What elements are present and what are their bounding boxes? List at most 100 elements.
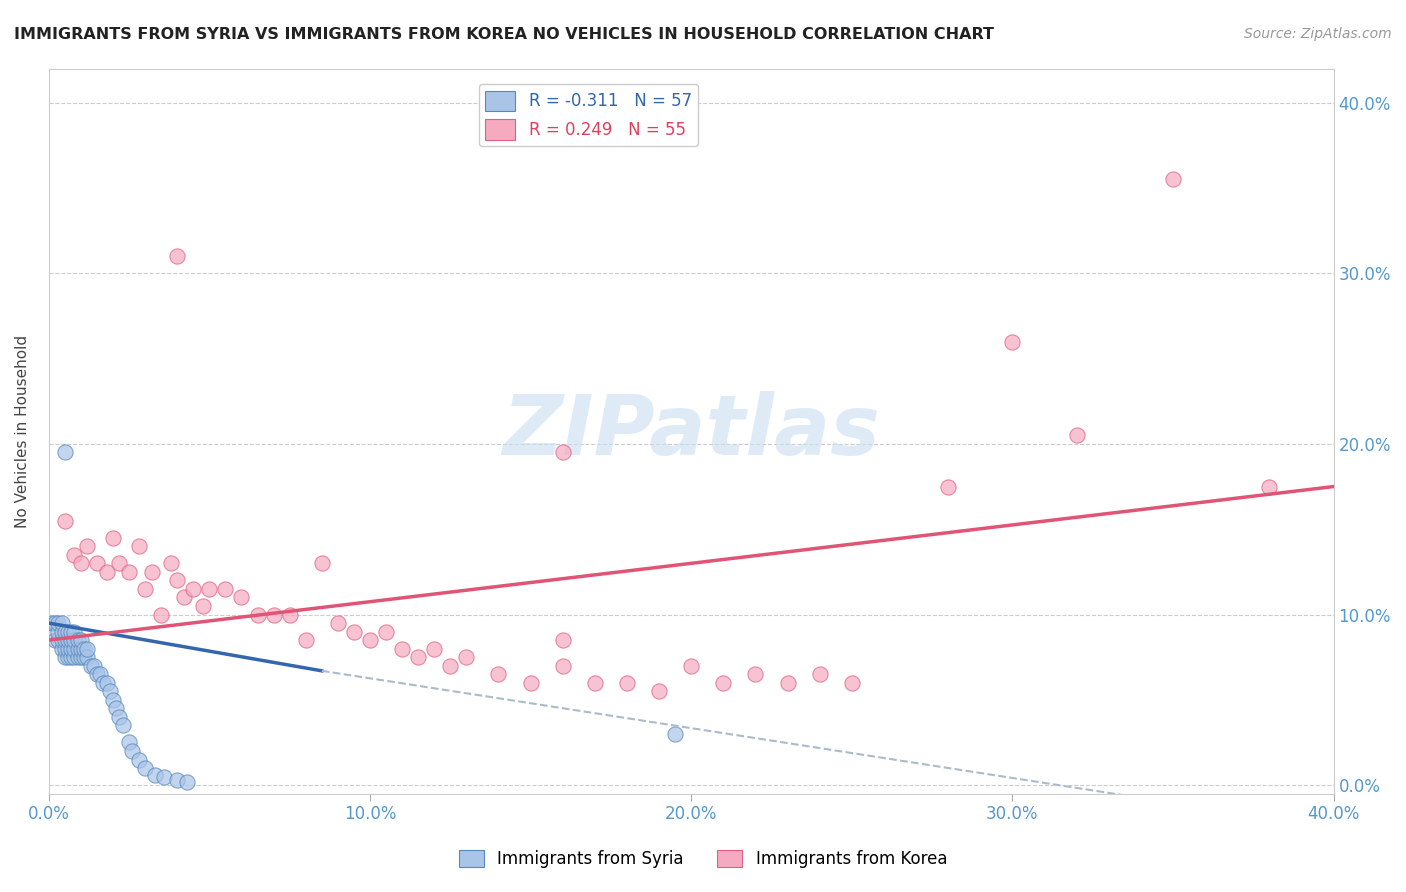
- Point: [423, 641, 446, 656]
- Point: [56, 624, 79, 639]
- Point: [60, 641, 83, 656]
- Point: [648, 684, 671, 698]
- Point: [263, 607, 285, 622]
- Point: [1161, 172, 1184, 186]
- Point: [711, 675, 734, 690]
- Point: [44, 615, 66, 630]
- Point: [73, 650, 96, 665]
- Point: [583, 675, 606, 690]
- Point: [60, 633, 83, 648]
- Point: [166, 574, 188, 588]
- Point: [173, 591, 195, 605]
- Point: [70, 650, 93, 665]
- Point: [488, 667, 510, 681]
- Point: [111, 718, 134, 732]
- Point: [841, 675, 863, 690]
- Point: [519, 675, 541, 690]
- Point: [181, 582, 204, 596]
- Point: [63, 633, 86, 648]
- Point: [70, 641, 93, 656]
- Point: [53, 445, 76, 459]
- Point: [63, 548, 86, 562]
- Point: [359, 633, 381, 648]
- Point: [53, 641, 76, 656]
- Legend: R = -0.311   N = 57, R = 0.249   N = 55: R = -0.311 N = 57, R = 0.249 N = 55: [478, 84, 699, 146]
- Point: [76, 539, 98, 553]
- Point: [73, 641, 96, 656]
- Point: [98, 684, 121, 698]
- Point: [56, 633, 79, 648]
- Point: [96, 675, 118, 690]
- Point: [121, 744, 143, 758]
- Point: [86, 557, 108, 571]
- Text: Source: ZipAtlas.com: Source: ZipAtlas.com: [1244, 27, 1392, 41]
- Point: [60, 650, 83, 665]
- Point: [66, 641, 89, 656]
- Point: [391, 641, 413, 656]
- Point: [44, 633, 66, 648]
- Point: [51, 633, 73, 648]
- Point: [744, 667, 766, 681]
- Point: [63, 641, 86, 656]
- Point: [246, 607, 269, 622]
- Text: IMMIGRANTS FROM SYRIA VS IMMIGRANTS FROM KOREA NO VEHICLES IN HOUSEHOLD CORRELAT: IMMIGRANTS FROM SYRIA VS IMMIGRANTS FROM…: [14, 27, 994, 42]
- Point: [343, 624, 366, 639]
- Point: [150, 607, 173, 622]
- Point: [86, 667, 108, 681]
- Point: [191, 599, 214, 613]
- Point: [128, 539, 150, 553]
- Point: [681, 658, 703, 673]
- Point: [311, 557, 333, 571]
- Point: [1258, 479, 1281, 493]
- Point: [326, 615, 349, 630]
- Point: [66, 633, 89, 648]
- Point: [48, 624, 70, 639]
- Point: [118, 735, 141, 749]
- Point: [134, 582, 156, 596]
- Point: [79, 658, 101, 673]
- Point: [551, 658, 574, 673]
- Point: [83, 658, 105, 673]
- Point: [51, 641, 73, 656]
- Point: [134, 761, 156, 775]
- Point: [176, 774, 198, 789]
- Point: [63, 650, 86, 665]
- Point: [101, 693, 124, 707]
- Point: [70, 633, 93, 648]
- Point: [1001, 334, 1024, 349]
- Point: [214, 582, 236, 596]
- Point: [70, 557, 93, 571]
- Point: [105, 701, 128, 715]
- Point: [51, 624, 73, 639]
- Point: [456, 650, 478, 665]
- Point: [294, 633, 316, 648]
- Point: [551, 445, 574, 459]
- Point: [166, 249, 188, 263]
- Point: [96, 565, 118, 579]
- Point: [153, 770, 176, 784]
- Point: [278, 607, 301, 622]
- Point: [76, 650, 98, 665]
- Point: [51, 615, 73, 630]
- Y-axis label: No Vehicles in Household: No Vehicles in Household: [15, 334, 30, 528]
- Point: [63, 624, 86, 639]
- Point: [375, 624, 398, 639]
- Point: [141, 565, 163, 579]
- Point: [53, 650, 76, 665]
- Point: [53, 514, 76, 528]
- Point: [143, 768, 166, 782]
- Point: [616, 675, 638, 690]
- Text: ZIPatlas: ZIPatlas: [502, 391, 880, 472]
- Point: [936, 479, 959, 493]
- Point: [66, 650, 89, 665]
- Point: [551, 633, 574, 648]
- Point: [53, 633, 76, 648]
- Point: [776, 675, 799, 690]
- Point: [159, 557, 181, 571]
- Point: [56, 650, 79, 665]
- Point: [89, 667, 111, 681]
- Point: [664, 727, 686, 741]
- Point: [48, 633, 70, 648]
- Point: [76, 641, 98, 656]
- Point: [53, 624, 76, 639]
